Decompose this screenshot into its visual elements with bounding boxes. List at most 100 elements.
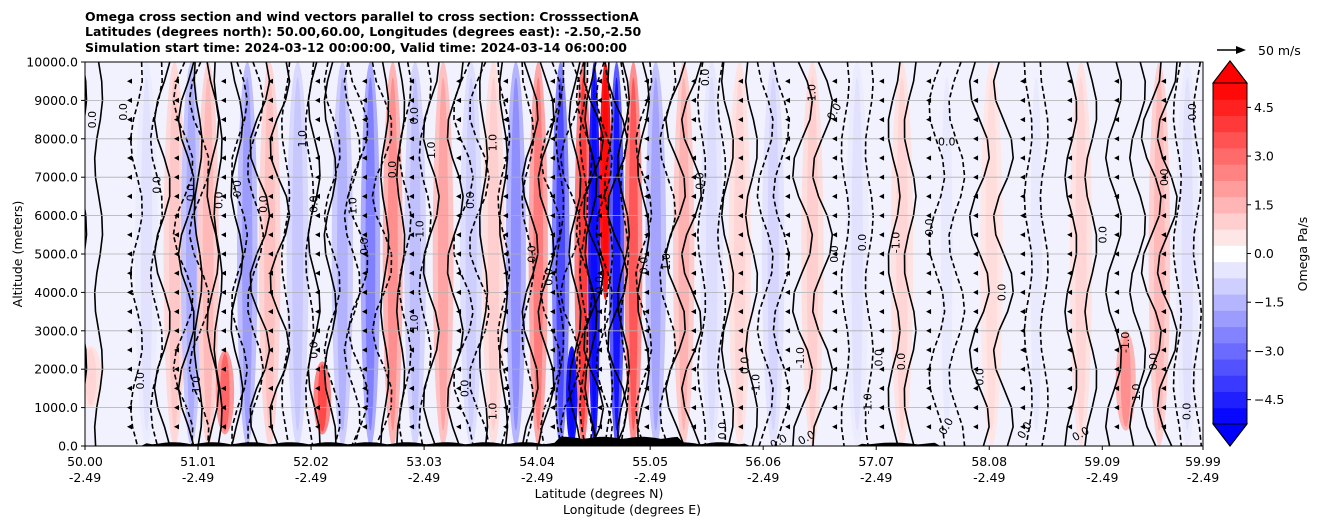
wind-vector bbox=[221, 347, 227, 353]
wind-vector bbox=[926, 78, 932, 84]
wind-vector bbox=[644, 328, 650, 334]
wind-vector bbox=[644, 405, 650, 411]
wind-vector bbox=[879, 328, 885, 334]
wind-vector bbox=[1161, 174, 1167, 180]
wind-vector bbox=[362, 213, 368, 219]
wind-vector bbox=[221, 405, 227, 411]
wind-vector bbox=[785, 289, 791, 295]
wind-vector bbox=[1020, 405, 1026, 411]
wind-vector bbox=[1020, 78, 1026, 84]
colorbar-segment bbox=[1213, 131, 1247, 149]
x-tick-label-lat: 56.06 bbox=[745, 454, 781, 469]
colorbar-tick-label: 0.0 bbox=[1254, 246, 1274, 261]
contour-label: 0.0 bbox=[230, 180, 243, 198]
contour-label: 0.0 bbox=[638, 257, 651, 275]
wind-vector bbox=[926, 385, 932, 391]
wind-vector bbox=[691, 117, 697, 123]
wind-vector bbox=[503, 289, 509, 295]
wind-vector bbox=[597, 97, 603, 103]
wind-vector bbox=[785, 136, 791, 142]
wind-vector bbox=[315, 232, 321, 238]
wind-vector bbox=[691, 366, 697, 372]
contour-label: 0.0 bbox=[117, 103, 130, 121]
wind-vector bbox=[503, 347, 509, 353]
wind-vector bbox=[174, 78, 180, 84]
wind-vector bbox=[879, 155, 885, 161]
x-tick-label-lon: -2.49 bbox=[521, 470, 553, 485]
contour-label: 0.0 bbox=[464, 191, 477, 209]
wind-vector bbox=[174, 405, 180, 411]
vector-key: 50 m/s bbox=[1217, 43, 1301, 58]
wind-vector bbox=[456, 78, 462, 84]
colorbar-segment bbox=[1213, 196, 1247, 214]
colorbar-segment bbox=[1213, 180, 1247, 198]
wind-vector bbox=[1114, 136, 1120, 142]
wind-vector bbox=[832, 78, 838, 84]
wind-vector bbox=[973, 136, 979, 142]
colorbar-tick-label: −1.5 bbox=[1254, 295, 1284, 310]
wind-vector bbox=[409, 309, 415, 315]
wind-vector bbox=[785, 78, 791, 84]
wind-vector bbox=[879, 385, 885, 391]
wind-vector bbox=[879, 289, 885, 295]
wind-vector bbox=[503, 270, 509, 276]
contour-label: 0.0 bbox=[1180, 403, 1193, 421]
x-tick-label-lon: -2.49 bbox=[747, 470, 779, 485]
y-tick-label: 10000.0 bbox=[26, 55, 78, 70]
contour-label: 1.0 bbox=[487, 134, 500, 152]
wind-vector bbox=[738, 136, 744, 142]
colorbar-extend-low bbox=[1211, 423, 1249, 447]
colorbar-segment bbox=[1213, 245, 1247, 263]
contour-label: 0.0 bbox=[386, 161, 399, 179]
contour-label: 0.0 bbox=[593, 276, 606, 294]
wind-vector bbox=[456, 97, 462, 103]
contour-label: -1.0 bbox=[414, 220, 427, 241]
wind-vector bbox=[456, 328, 462, 334]
chart-title: Omega cross section and wind vectors par… bbox=[85, 9, 642, 55]
wind-vector bbox=[644, 136, 650, 142]
wind-vector bbox=[362, 136, 368, 142]
wind-vector bbox=[691, 213, 697, 219]
wind-vector bbox=[268, 328, 274, 334]
contour-label: 0.0 bbox=[358, 238, 371, 256]
wind-vector bbox=[691, 232, 697, 238]
wind-vector bbox=[1161, 78, 1167, 84]
wind-vector bbox=[503, 155, 509, 161]
wind-vector bbox=[409, 117, 415, 123]
wind-vector bbox=[456, 232, 462, 238]
wind-vector bbox=[409, 270, 415, 276]
wind-vector bbox=[221, 213, 227, 219]
wind-vector bbox=[691, 424, 697, 430]
wind-vector bbox=[973, 366, 979, 372]
colorbar-outline bbox=[1212, 60, 1248, 447]
wind-vector bbox=[832, 213, 838, 219]
wind-vector bbox=[550, 97, 556, 103]
x-axis: 50.00-2.4951.01-2.4952.02-2.4953.03-2.49… bbox=[67, 446, 1221, 485]
wind-vector bbox=[409, 232, 415, 238]
contour-label: 1.0 bbox=[425, 142, 438, 160]
wind-vector bbox=[315, 155, 321, 161]
wind-vector bbox=[738, 347, 744, 353]
wind-vector bbox=[1020, 155, 1026, 161]
contour-label: 1.0 bbox=[660, 253, 673, 271]
wind-vector bbox=[362, 309, 368, 315]
wind-vector bbox=[80, 194, 85, 199]
wind-vector bbox=[268, 385, 274, 391]
wind-vector bbox=[315, 213, 321, 219]
wind-vector bbox=[362, 174, 368, 180]
wind-vector bbox=[362, 405, 368, 411]
wind-vector bbox=[973, 213, 979, 219]
wind-vector bbox=[597, 251, 603, 257]
wind-vector bbox=[221, 366, 227, 372]
wind-vector bbox=[1161, 155, 1167, 161]
wind-vector bbox=[409, 347, 415, 353]
wind-vector bbox=[738, 155, 744, 161]
wind-vector bbox=[268, 97, 274, 103]
wind-vector bbox=[973, 270, 979, 276]
wind-vector bbox=[644, 251, 650, 257]
colorbar-segment bbox=[1213, 261, 1247, 279]
wind-vector bbox=[644, 232, 650, 238]
wind-vector bbox=[832, 424, 838, 430]
wind-vector bbox=[1067, 289, 1073, 295]
contour-label: 0.0 bbox=[134, 372, 147, 390]
